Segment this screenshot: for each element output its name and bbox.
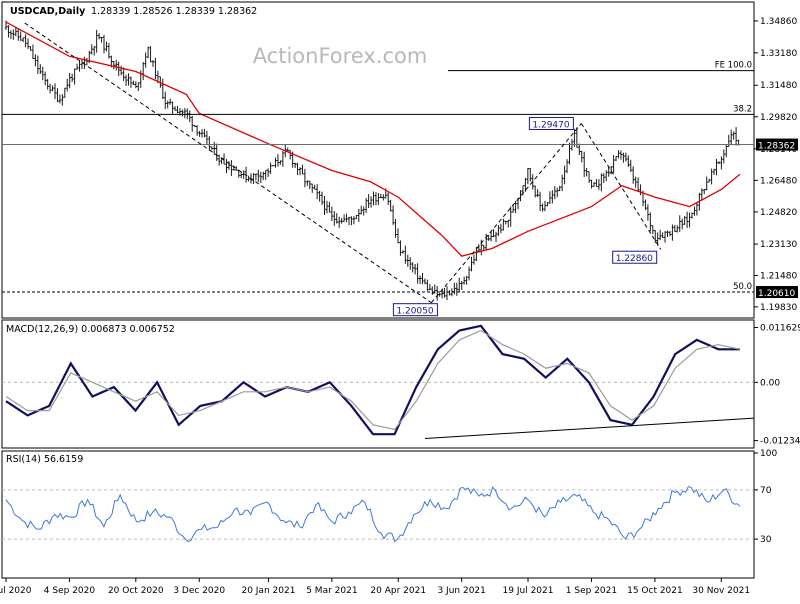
wave-line-3 bbox=[580, 123, 662, 250]
x-tick-label: 20 Apr 2021 bbox=[370, 586, 426, 596]
price-label-text: 1.22860 bbox=[616, 254, 653, 264]
price-label-box bbox=[392, 303, 438, 317]
price-label-text: 1.29470 bbox=[532, 120, 569, 130]
fib-50-label: 50.0 bbox=[733, 282, 752, 292]
macd-layer bbox=[5, 324, 755, 439]
macd-title: MACD(12,26,9) 0.006873 0.006752 bbox=[6, 324, 175, 335]
sma-line bbox=[5, 21, 741, 257]
wave-line-2 bbox=[431, 123, 582, 304]
x-tick-label: 1 Sep 2021 bbox=[566, 586, 617, 596]
symbol-label: USDCAD,Daily bbox=[10, 6, 86, 17]
price-label-box bbox=[612, 250, 658, 264]
fib-50-price-tag-text: 1.20610 bbox=[758, 289, 795, 299]
x-tick-label: 15 Oct 2021 bbox=[627, 586, 683, 596]
y-tick-label: 1.24820 bbox=[760, 208, 797, 218]
rsi-y-tick-label: 100 bbox=[760, 449, 777, 459]
y-tick-label: 1.23130 bbox=[760, 240, 797, 250]
x-tick-label: 5 Mar 2021 bbox=[306, 586, 357, 596]
rsi-layer bbox=[5, 486, 741, 543]
macd-signal-line bbox=[5, 329, 741, 431]
macd-trendline bbox=[424, 417, 755, 439]
rsi-y-tick-label: 70 bbox=[760, 486, 772, 496]
x-tick-label: 3 Dec 2020 bbox=[173, 586, 225, 596]
x-tick-label: 4 Sep 2020 bbox=[44, 586, 96, 596]
x-tick-label: 30 Nov 2021 bbox=[692, 586, 750, 596]
macd-y-tick-label: 0.011629 bbox=[760, 324, 800, 334]
y-tick-label: 1.33180 bbox=[760, 49, 797, 59]
y-tick-label: 1.21480 bbox=[760, 271, 797, 281]
ohlc-label: 1.28339 1.28526 1.28339 1.28362 bbox=[91, 6, 257, 17]
y-tick-label: 1.26480 bbox=[760, 176, 797, 186]
rsi-line bbox=[5, 486, 741, 543]
x-tick-label: 20 Jan 2021 bbox=[241, 586, 295, 596]
grid-layer bbox=[2, 381, 754, 540]
y-tick-label: 1.29820 bbox=[760, 113, 797, 123]
x-tick-label: 3 Jun 2021 bbox=[437, 586, 485, 596]
rsi-title: RSI(14) 56.6159 bbox=[6, 454, 83, 465]
axis-layer: 22 Jul 2020 4 Sep 2020 20 Oct 2020 3 Dec 20… bbox=[0, 17, 800, 596]
rsi-panel-frame bbox=[1, 450, 755, 579]
macd-panel-frame bbox=[1, 319, 755, 449]
y-tick-label: 1.34860 bbox=[760, 17, 797, 27]
current-price-tag bbox=[756, 138, 798, 151]
macd-line bbox=[5, 324, 740, 436]
x-tick-label: 19 Jul 2021 bbox=[503, 586, 554, 596]
price-layer: FE 100.0 38.2 50.0 1.29470 1.22860 1.20050 bbox=[2, 20, 754, 317]
watermark: ActionForex.com bbox=[253, 44, 428, 68]
x-tick-label: 22 Jul 2020 bbox=[0, 586, 32, 596]
price-label-box bbox=[528, 116, 574, 130]
y-tick-label: 1.31480 bbox=[760, 81, 797, 91]
wave-line-1 bbox=[24, 22, 432, 304]
price-label-text: 1.20050 bbox=[396, 307, 433, 317]
x-tick-label: 20 Oct 2020 bbox=[108, 586, 164, 596]
rsi-y-tick-label: 30 bbox=[760, 535, 772, 545]
current-price-tag-text: 1.28362 bbox=[758, 142, 795, 152]
macd-y-tick-label: 0.00 bbox=[760, 378, 780, 388]
fe-100-label: FE 100.0 bbox=[715, 61, 752, 71]
y-tick-label: 1.19830 bbox=[760, 303, 797, 313]
fib-50-price-tag bbox=[756, 286, 798, 299]
fib-38-label: 38.2 bbox=[733, 104, 752, 114]
macd-y-tick-label: -0.012348 bbox=[760, 437, 800, 447]
